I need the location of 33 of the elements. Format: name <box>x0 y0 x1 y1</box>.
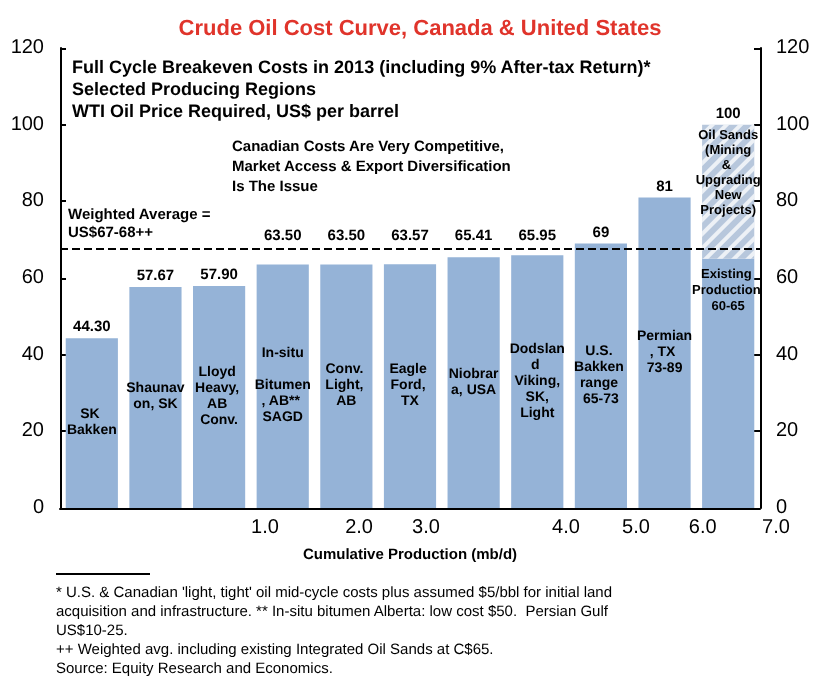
bar <box>193 286 246 508</box>
y2-tick-label: 40 <box>776 343 800 366</box>
bar <box>511 255 564 508</box>
y2-tick-label: 120 <box>776 37 811 59</box>
y-tick-label: 120 <box>10 37 45 59</box>
y2-tick-label: 100 <box>776 113 811 136</box>
y2-tick-label: 0 <box>776 497 788 519</box>
bar <box>638 197 691 508</box>
text: Full Cycle Breakeven Costs in 2013 (including 9% After-tax Return)* Selected Producing Regions WTI Oil Price Required, US$ per barrel <box>72 57 652 121</box>
y-tick-label: 80 <box>21 190 45 213</box>
y-tick-label: 20 <box>21 420 45 443</box>
text: 3.0 <box>412 517 441 539</box>
text: 4.0 <box>552 517 581 539</box>
text: 6.0 <box>688 517 718 539</box>
bar <box>129 286 182 508</box>
text: 2.0 <box>345 517 374 539</box>
y-tick-label: 100 <box>10 113 45 136</box>
bar <box>447 257 500 508</box>
bar <box>383 264 437 508</box>
y-tick-label: 60 <box>21 267 45 289</box>
bar <box>320 264 373 508</box>
chart-title: Crude Oil Cost Curve, Canada & United States <box>178 17 662 41</box>
bar <box>65 338 118 508</box>
bar <box>256 264 309 508</box>
text: 7.0 <box>762 517 791 539</box>
y2-tick-label: 80 <box>776 190 800 213</box>
y-tick-label: 0 <box>32 497 45 519</box>
y2-tick-label: 20 <box>776 420 800 443</box>
y-tick-label: 40 <box>21 343 45 366</box>
text: 5.0 <box>622 517 651 539</box>
text: 1.0 <box>251 517 280 539</box>
bar <box>574 243 627 508</box>
y2-tick-label: 60 <box>776 267 800 289</box>
